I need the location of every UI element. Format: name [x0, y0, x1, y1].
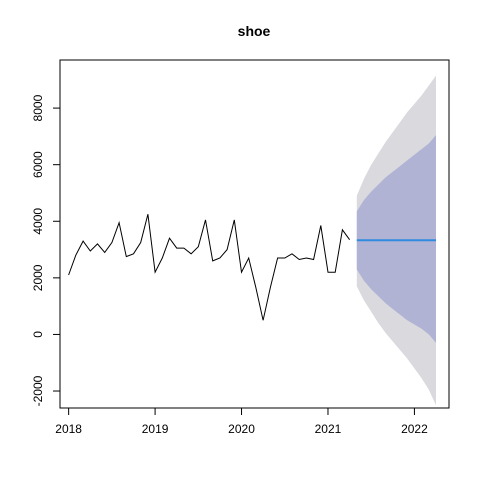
chart-title: shoe	[238, 23, 271, 39]
y-tick-label: 2000	[31, 264, 45, 291]
y-axis: -2000 0 2000 4000 6000 8000	[31, 94, 61, 406]
pi80-band	[356, 135, 436, 343]
y-tick-label: 6000	[31, 151, 45, 178]
x-tick-label: 2019	[142, 422, 169, 436]
series-layer	[68, 214, 436, 321]
x-tick-label: 2018	[55, 422, 82, 436]
y-tick-label: -2000	[31, 375, 45, 406]
y-tick-label: 8000	[31, 94, 45, 121]
x-axis: 2018 2019 2020 2021 2022	[55, 407, 428, 436]
y-tick-label: 4000	[31, 208, 45, 235]
x-tick-label: 2022	[401, 422, 428, 436]
x-tick-label: 2021	[315, 422, 342, 436]
y-tick-label: 0	[31, 331, 45, 338]
history-line	[68, 214, 351, 321]
x-tick-label: 2020	[228, 422, 255, 436]
